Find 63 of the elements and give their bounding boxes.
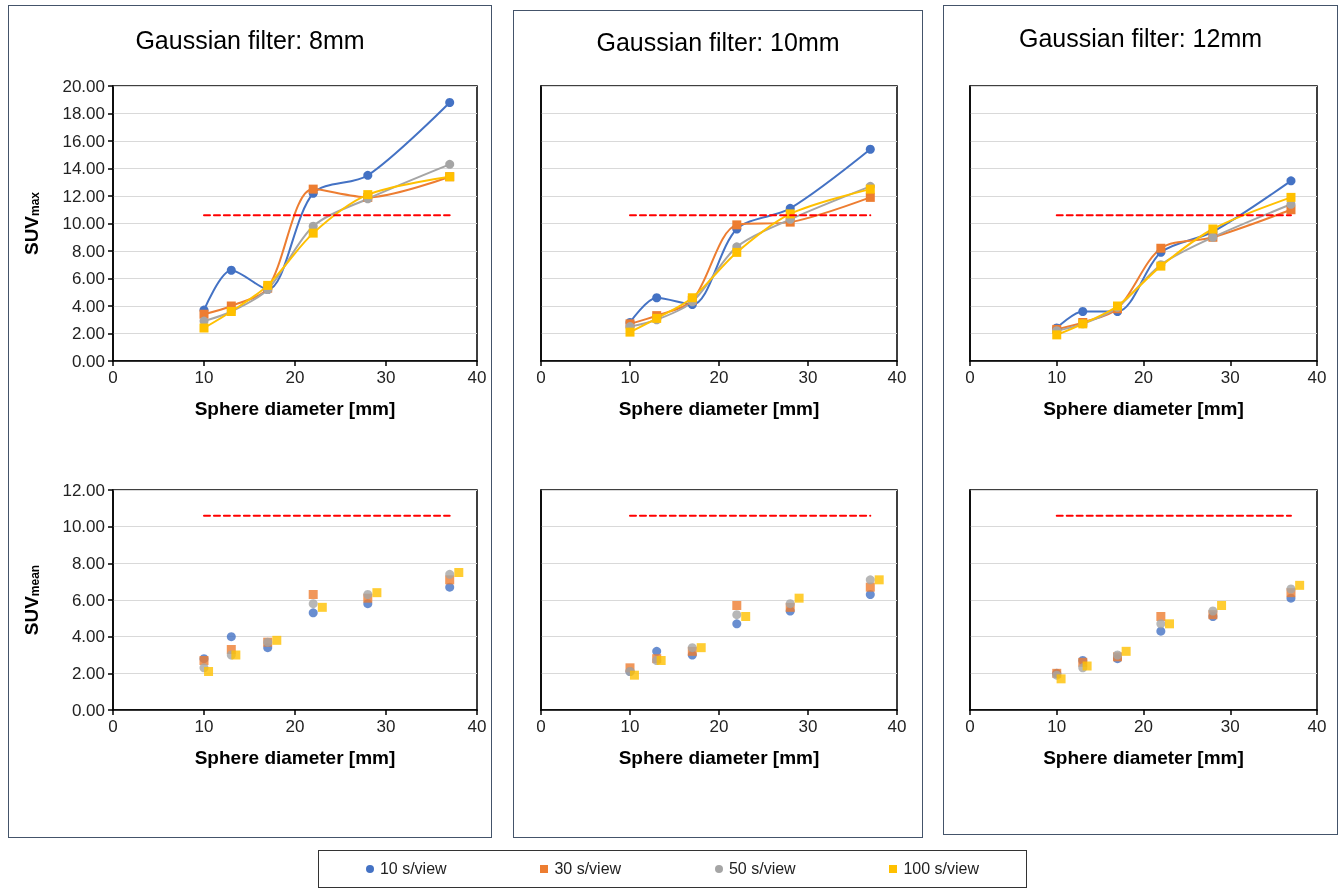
x-tick-label: 30 bbox=[376, 717, 396, 736]
x-tick-label: 10 bbox=[194, 368, 214, 387]
x-tick-label: 20 bbox=[285, 368, 305, 387]
legend-label: 30 s/view bbox=[554, 860, 622, 878]
x-tick-label: 40 bbox=[887, 717, 907, 736]
y-tick-label: 10.00 bbox=[62, 214, 105, 233]
x-axis-title: Sphere diameter [mm] bbox=[618, 398, 820, 419]
x-tick-label: 0 bbox=[108, 717, 118, 736]
x-axis-title: Sphere diameter [mm] bbox=[1043, 747, 1244, 768]
x-tick-label: 0 bbox=[965, 717, 975, 736]
x-axis-title: Sphere diameter [mm] bbox=[194, 398, 396, 419]
x-tick-label: 0 bbox=[536, 368, 546, 387]
x-tick-label: 0 bbox=[108, 368, 118, 387]
chart-title: Gaussian filter: 12mm bbox=[1018, 23, 1263, 52]
x-tick-label: 40 bbox=[1307, 717, 1327, 736]
y-tick-label: 6.00 bbox=[71, 269, 105, 288]
x-tick-label: 0 bbox=[536, 717, 546, 736]
x-tick-label: 10 bbox=[620, 368, 640, 387]
y-tick-label: 0.00 bbox=[71, 700, 105, 720]
x-axis-title: Sphere diameter [mm] bbox=[1043, 398, 1244, 419]
x-tick-label: 10 bbox=[1047, 717, 1067, 736]
y-tick-label: 14.00 bbox=[62, 159, 105, 178]
y-axis-title: SUVmax bbox=[20, 191, 42, 256]
x-tick-label: 10 bbox=[1047, 368, 1067, 387]
x-tick-label: 20 bbox=[1134, 368, 1153, 387]
legend-label: 50 s/view bbox=[728, 860, 796, 878]
x-tick-label: 40 bbox=[887, 368, 907, 387]
y-tick-label: 0.00 bbox=[71, 351, 105, 371]
y-tick-label: 8.00 bbox=[71, 553, 105, 573]
y-tick-label: 4.00 bbox=[71, 627, 105, 647]
x-tick-label: 30 bbox=[798, 368, 818, 387]
chart-title: Gaussian filter: 10mm bbox=[596, 27, 840, 56]
x-tick-label: 40 bbox=[467, 368, 487, 387]
y-tick-label: 20.00 bbox=[62, 76, 105, 96]
x-tick-label: 30 bbox=[798, 717, 818, 736]
y-tick-label: 12.00 bbox=[62, 480, 105, 500]
legend-label: 10 s/view bbox=[379, 860, 447, 878]
x-tick-label: 30 bbox=[1220, 717, 1240, 736]
x-tick-label: 10 bbox=[194, 717, 214, 736]
x-axis-title: Sphere diameter [mm] bbox=[618, 747, 820, 768]
y-tick-label: 8.00 bbox=[71, 241, 105, 261]
x-axis-title: Sphere diameter [mm] bbox=[194, 747, 396, 768]
x-tick-label: 30 bbox=[376, 368, 396, 387]
x-tick-label: 40 bbox=[467, 717, 487, 736]
y-tick-label: 4.00 bbox=[71, 296, 105, 316]
x-tick-label: 20 bbox=[1134, 717, 1153, 736]
x-tick-label: 30 bbox=[1220, 368, 1240, 387]
chart-title: Gaussian filter: 8mm bbox=[135, 25, 365, 54]
x-tick-label: 0 bbox=[965, 368, 975, 387]
x-tick-label: 20 bbox=[285, 717, 305, 736]
y-tick-label: 18.00 bbox=[62, 104, 105, 123]
x-tick-label: 20 bbox=[709, 717, 729, 736]
y-tick-label: 10.00 bbox=[62, 517, 105, 537]
x-tick-label: 20 bbox=[709, 368, 729, 387]
x-tick-label: 40 bbox=[1307, 368, 1327, 387]
x-tick-label: 10 bbox=[620, 717, 640, 736]
y-tick-label: 2.00 bbox=[71, 663, 105, 683]
y-tick-label: 12.00 bbox=[62, 186, 105, 206]
y-tick-label: 2.00 bbox=[71, 324, 105, 343]
legend-label: 100 s/view bbox=[903, 860, 980, 878]
y-axis-title: SUVmean bbox=[20, 564, 42, 636]
y-tick-label: 16.00 bbox=[62, 131, 105, 151]
y-tick-label: 6.00 bbox=[71, 590, 105, 610]
